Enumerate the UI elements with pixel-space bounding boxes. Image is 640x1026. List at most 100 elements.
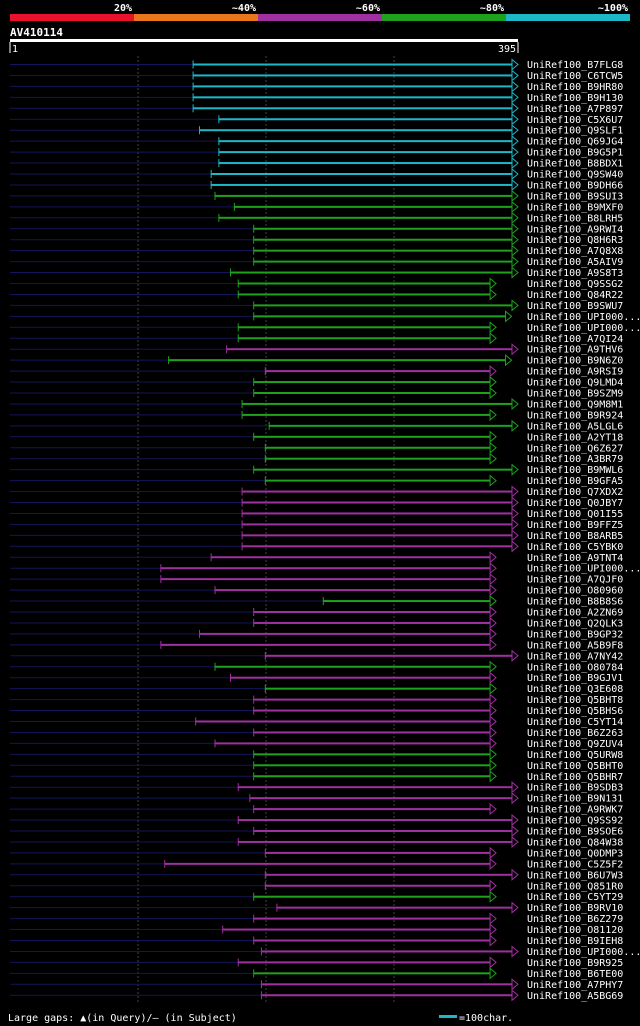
hit-bar[interactable] [218,151,512,154]
hit-label[interactable]: UniRef100_A9RWI4 [527,224,623,235]
hit-row[interactable]: UniRef100_A2ZN69 [10,605,623,619]
hit-row[interactable]: UniRef100_Q5BHT0 [10,759,623,772]
hit-row[interactable]: UniRef100_A5B9F8 [10,638,623,652]
hit-row[interactable]: UniRef100_UPI000... [10,562,640,575]
hit-bar[interactable] [261,994,512,997]
hit-row[interactable]: UniRef100_Q5BHR7 [10,770,623,783]
hit-row[interactable]: UniRef100_B9R925 [10,956,623,969]
hit-row[interactable]: UniRef100_A5BG69 [10,989,623,1002]
hit-label[interactable]: UniRef100_B9R924 [527,410,623,421]
hit-bar[interactable] [265,446,491,449]
hit-row[interactable]: UniRef100_Q5URW8 [10,748,623,761]
hit-label[interactable]: UniRef100_Q9SLF1 [527,126,623,137]
hit-label[interactable]: UniRef100_A9THV6 [527,345,623,356]
hit-bar[interactable] [230,676,491,679]
hit-row[interactable]: UniRef100_Q8H6R3 [10,233,623,247]
hit-row[interactable]: UniRef100_B8BDX1 [10,156,623,170]
hit-row[interactable]: UniRef100_O80784 [10,660,623,674]
hit-bar[interactable] [168,359,506,362]
hit-bar[interactable] [211,173,512,175]
hit-row[interactable]: UniRef100_A7QI24 [10,332,623,345]
hit-bar[interactable] [215,194,513,197]
hit-row[interactable]: UniRef100_C5YBK0 [10,540,623,553]
hit-bar[interactable] [193,96,512,99]
hit-label[interactable]: UniRef100_B9SWU7 [527,301,623,312]
hit-row[interactable]: UniRef100_B9GJV1 [10,671,623,685]
hit-label[interactable]: UniRef100_Q0DMP3 [527,848,623,859]
hit-label[interactable]: UniRef100_Q851R0 [527,881,623,892]
hit-label[interactable]: UniRef100_A9S8T3 [527,268,623,279]
hit-bar[interactable] [265,457,491,460]
hit-row[interactable]: UniRef100_Q69JG4 [10,135,623,148]
hit-bar[interactable] [323,600,491,603]
hit-row[interactable]: UniRef100_UPI000... [10,310,640,323]
hit-label[interactable]: UniRef100_Q5BHT8 [527,695,623,706]
hit-label[interactable]: UniRef100_B8LRH5 [527,213,623,224]
hit-label[interactable]: UniRef100_B9SOE6 [527,827,623,838]
hit-label[interactable]: UniRef100_B9SZM9 [527,389,623,400]
hit-bar[interactable] [195,720,491,723]
hit-label[interactable]: UniRef100_B9N131 [527,794,623,805]
hit-label[interactable]: UniRef100_A5LGL6 [527,421,623,432]
hit-bar[interactable] [253,435,491,438]
hit-bar[interactable] [238,840,512,843]
hit-bar[interactable] [218,162,512,165]
hit-row[interactable]: UniRef100_B7FLG8 [10,58,623,72]
hit-bar[interactable] [160,567,491,570]
hit-row[interactable]: UniRef100_Q5BHS6 [10,704,623,718]
hit-label[interactable]: UniRef100_UPI000... [527,564,640,575]
hit-row[interactable]: UniRef100_B8ARB5 [10,529,623,542]
hit-row[interactable]: UniRef100_Q851R0 [10,879,623,893]
hit-label[interactable]: UniRef100_B9GFA5 [527,476,623,487]
hit-bar[interactable] [253,731,491,734]
hit-bar[interactable] [253,753,491,756]
hit-row[interactable]: UniRef100_B6Z263 [10,726,623,739]
hit-row[interactable]: UniRef100_B9MXF0 [10,200,623,214]
hit-row[interactable]: UniRef100_Q2QLK3 [10,616,623,630]
hit-bar[interactable] [261,950,512,953]
hit-row[interactable]: UniRef100_B9RV10 [10,901,623,915]
hit-label[interactable]: UniRef100_B9MWL6 [527,465,623,476]
hit-row[interactable]: UniRef100_A5LGL6 [10,419,623,433]
hit-label[interactable]: UniRef100_B6Z263 [527,728,623,739]
hit-label[interactable]: UniRef100_B9HR80 [527,82,623,93]
hit-bar[interactable] [193,107,512,110]
hit-row[interactable]: UniRef100_Q3E608 [10,682,623,696]
hit-bar[interactable] [238,282,491,285]
hit-bar[interactable] [242,402,512,405]
hit-bar[interactable] [218,140,512,143]
hit-label[interactable]: UniRef100_Q3E608 [527,684,623,695]
hit-label[interactable]: UniRef100_Q5BHT0 [527,761,623,772]
hit-label[interactable]: UniRef100_UPI000... [527,323,640,334]
hit-row[interactable]: UniRef100_Q84W38 [10,835,623,849]
hit-label[interactable]: UniRef100_C5YT29 [527,892,623,903]
hit-bar[interactable] [253,830,512,832]
hit-row[interactable]: UniRef100_B8LRH5 [10,211,623,225]
hit-bar[interactable] [242,501,512,504]
hit-row[interactable]: UniRef100_B9SDB3 [10,781,623,794]
hit-row[interactable]: UniRef100_A9RSI9 [10,365,623,378]
hit-bar[interactable] [265,687,491,690]
hit-label[interactable]: UniRef100_B8BDX1 [527,159,623,170]
hit-bar[interactable] [253,709,491,712]
hit-label[interactable]: UniRef100_O80960 [527,586,623,597]
hit-label[interactable]: UniRef100_A7QJF0 [527,575,623,586]
hit-bar[interactable] [253,939,491,942]
hit-row[interactable]: UniRef100_A9RWI4 [10,222,623,236]
hit-bar[interactable] [253,392,491,394]
hit-row[interactable]: UniRef100_Q0DMP3 [10,846,623,860]
hit-label[interactable]: UniRef100_B6Z279 [527,914,623,925]
hit-bar[interactable] [193,74,512,77]
hit-bar[interactable] [253,972,491,975]
hit-bar[interactable] [215,589,491,592]
hit-bar[interactable] [242,413,491,416]
hit-label[interactable]: UniRef100_A5AIV9 [527,257,623,268]
hit-bar[interactable] [242,534,512,537]
hit-row[interactable]: UniRef100_Q9SSG2 [10,277,623,291]
hit-row[interactable]: UniRef100_Q5BHT8 [10,693,623,707]
hit-row[interactable]: UniRef100_A7NY42 [10,649,623,663]
hit-row[interactable]: UniRef100_Q6Z627 [10,441,623,455]
hit-label[interactable]: UniRef100_Q8H6R3 [527,235,623,246]
hit-label[interactable]: UniRef100_B9SDB3 [527,783,623,794]
hit-row[interactable]: UniRef100_B9N6Z0 [10,354,623,367]
